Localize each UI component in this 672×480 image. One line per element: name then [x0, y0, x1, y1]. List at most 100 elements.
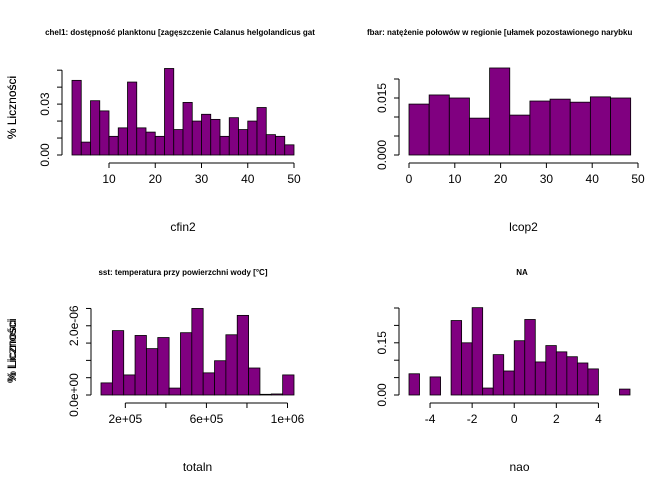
- chart-title: chel1: dostępność planktonu [zagęszczeni…: [45, 28, 315, 37]
- bar: [492, 354, 505, 396]
- bar: [191, 308, 204, 396]
- bar: [408, 373, 420, 396]
- bar: [576, 362, 589, 396]
- bar: [108, 135, 119, 156]
- bar: [275, 135, 286, 156]
- x-tick-label: 0: [406, 172, 413, 186]
- bar: [555, 351, 568, 396]
- bar: [429, 376, 441, 396]
- bar: [566, 356, 578, 396]
- bar: [610, 97, 632, 156]
- bar: [127, 81, 138, 156]
- y-tick-label: 0.015: [375, 83, 389, 113]
- bar: [513, 340, 526, 396]
- bar: [210, 118, 221, 156]
- x-axis-label: cfin2: [170, 220, 196, 234]
- bar: [482, 387, 494, 396]
- bar: [428, 94, 450, 156]
- bar: [587, 368, 599, 396]
- x-tick-label: 0: [511, 412, 518, 426]
- x-tick-label: 50: [287, 172, 301, 186]
- bar: [569, 101, 591, 156]
- bar: [201, 113, 212, 156]
- bar: [134, 335, 147, 396]
- bar: [157, 337, 170, 396]
- bar: [164, 68, 175, 156]
- bar: [248, 367, 261, 396]
- bar: [256, 107, 267, 156]
- bar: [448, 97, 470, 156]
- bar: [182, 102, 193, 156]
- x-axis-label: totaln: [183, 460, 212, 474]
- bar: [228, 117, 239, 156]
- x-tick-label: 40: [586, 172, 600, 186]
- bar: [282, 374, 295, 396]
- y-axis-label: % Liczności: [5, 76, 19, 139]
- bar: [259, 393, 272, 396]
- bar: [549, 98, 571, 156]
- bar: [136, 127, 147, 156]
- y-axis-label: % Liczności: [5, 320, 19, 383]
- bar: [123, 374, 136, 396]
- y-axis-label: % Liczności: [5, 76, 19, 139]
- bar: [265, 134, 276, 156]
- bar: [509, 114, 531, 156]
- x-tick-label: 6e+05: [190, 412, 224, 426]
- bar: [471, 307, 484, 396]
- bar: [270, 393, 284, 396]
- bar: [71, 79, 82, 156]
- bar: [284, 144, 295, 156]
- y-axis-label: % Liczności: [5, 318, 19, 381]
- x-axis-label: nao: [509, 460, 529, 474]
- x-tick-label: 10: [102, 172, 116, 186]
- bar: [145, 131, 156, 156]
- bar: [529, 100, 551, 156]
- x-tick-label: 10: [448, 172, 462, 186]
- x-tick-label: -2: [467, 412, 478, 426]
- bar: [191, 120, 202, 156]
- bar: [408, 103, 430, 156]
- x-tick-label: 20: [149, 172, 163, 186]
- bar: [450, 320, 463, 396]
- x-tick-label: 4: [595, 412, 602, 426]
- bar: [180, 332, 193, 396]
- y-tick-label: 0.00: [38, 143, 52, 167]
- bar: [202, 372, 215, 396]
- bar: [173, 129, 184, 156]
- bar: [534, 361, 547, 396]
- chart-title: NA: [516, 268, 528, 277]
- x-tick-label: 40: [241, 172, 255, 186]
- x-tick-label: 30: [540, 172, 554, 186]
- bar: [90, 100, 101, 156]
- bar: [469, 117, 491, 156]
- x-tick-label: 20: [494, 172, 508, 186]
- y-tick-label: 2.0e-06: [67, 305, 81, 346]
- bar: [219, 135, 230, 156]
- x-tick-label: -4: [425, 412, 436, 426]
- x-tick-label: 2e+05: [108, 412, 142, 426]
- bar: [154, 135, 165, 156]
- bar: [236, 314, 249, 396]
- x-tick-label: 2: [553, 412, 560, 426]
- chart-title: sst: temperatura przy powierzchni wody […: [98, 268, 267, 277]
- bar: [524, 319, 536, 396]
- bar: [80, 141, 91, 156]
- bar: [589, 96, 611, 156]
- y-tick-label: 0.03: [38, 92, 52, 116]
- chart-title: fbar: natężenie połowów w regionie [ułam…: [367, 28, 632, 37]
- y-tick-label: 0.0e+00: [67, 373, 81, 417]
- x-tick-label: 30: [195, 172, 209, 186]
- bar: [117, 127, 128, 156]
- y-tick-label: 0.15: [375, 331, 389, 355]
- bar: [247, 120, 258, 156]
- bar: [461, 342, 473, 396]
- bar: [99, 110, 110, 156]
- y-tick-label: 0.00: [375, 383, 389, 407]
- bar: [146, 348, 159, 396]
- y-tick-label: 0.000: [375, 140, 389, 170]
- x-tick-label: 1e+06: [271, 412, 305, 426]
- bar: [111, 330, 125, 396]
- x-tick-label: 50: [631, 172, 645, 186]
- bar: [168, 387, 181, 396]
